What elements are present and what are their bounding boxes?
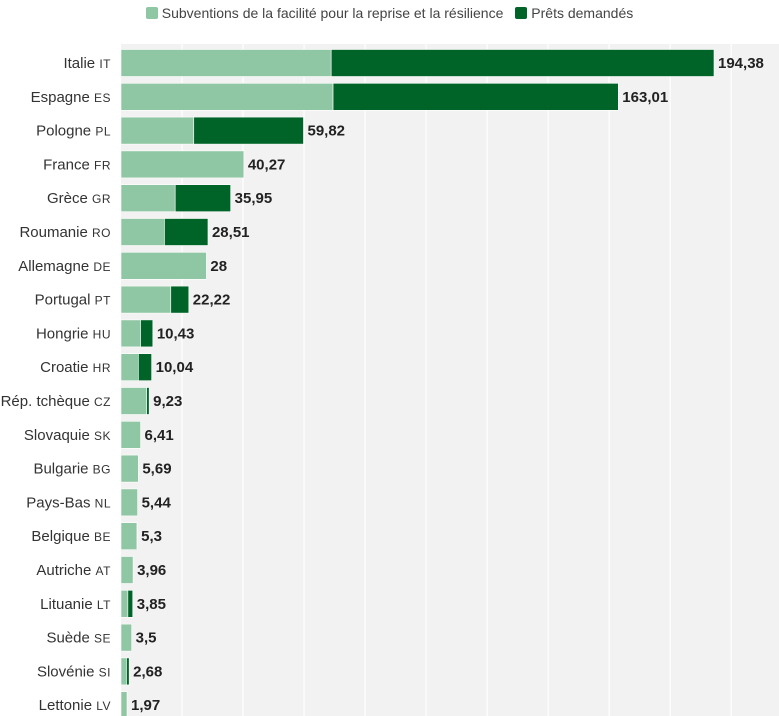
total-label: 5,69	[142, 461, 171, 478]
total-label: 3,96	[137, 562, 166, 579]
total-label: 22,22	[193, 292, 231, 309]
bar-lt-prets	[127, 589, 134, 618]
category-label: Espagne ES	[31, 89, 111, 106]
bar-it-prets	[330, 49, 715, 77]
legend-swatch-subventions	[145, 7, 158, 20]
total-label: 3,85	[137, 596, 166, 613]
category-label: Autriche AT	[36, 562, 111, 579]
bar-nl-subventions	[120, 488, 138, 517]
category-label: Suède SE	[46, 630, 111, 647]
bar-hu-prets	[140, 319, 154, 348]
bar-si-prets	[126, 657, 130, 686]
bar-cz-subventions	[120, 387, 147, 415]
bar-hr-prets	[138, 353, 152, 382]
category-label: Hongrie HU	[36, 325, 111, 342]
total-label: 10,43	[157, 325, 195, 342]
bar-sk-subventions	[120, 420, 141, 449]
category-label: Portugal PT	[35, 292, 112, 309]
bar-cz-prets	[146, 387, 150, 415]
category-label: Allemagne DE	[18, 258, 111, 275]
legend-label-subventions: Subventions de la facilité pour la repri…	[161, 5, 504, 22]
total-label: 9,23	[153, 393, 182, 410]
total-label: 40,27	[248, 156, 286, 173]
bar-bg-subventions	[120, 454, 139, 483]
total-label: 35,95	[235, 190, 273, 207]
total-label: 28	[210, 258, 227, 275]
total-label: 6,41	[145, 427, 174, 444]
bar-se-subventions	[120, 623, 132, 652]
category-label: Belgique BE	[31, 528, 111, 545]
category-label: Slovénie SI	[37, 663, 111, 680]
total-label: 1,97	[131, 697, 160, 714]
bar-be-subventions	[120, 522, 137, 551]
bar-pt-prets	[170, 285, 190, 314]
category-label: France FR	[43, 156, 111, 173]
total-label: 163,01	[622, 89, 668, 106]
legend-swatch-prets	[515, 7, 528, 20]
category-label: Slovaquie SK	[24, 427, 111, 444]
bar-gr-prets	[174, 184, 231, 212]
bar-es-subventions	[120, 83, 334, 111]
category-label: Grèce GR	[47, 190, 111, 207]
bar-gr-subventions	[120, 184, 176, 212]
total-label: 5,44	[142, 494, 172, 511]
legend-item-prets[interactable]: Prêts demandés	[515, 5, 633, 21]
total-label: 3,5	[136, 630, 157, 647]
legend: Subventions de la facilité pour la repri…	[0, 4, 779, 21]
total-label: 5,3	[141, 528, 162, 545]
total-label: 10,04	[156, 359, 194, 376]
bar-de-subventions	[120, 252, 207, 280]
category-label: Lettonie LV	[39, 697, 111, 714]
bar-at-subventions	[120, 556, 134, 584]
legend-item-subventions[interactable]: Subventions de la facilité pour la repri…	[145, 5, 504, 22]
total-label: 194,38	[718, 55, 764, 72]
bar-ro-subventions	[120, 218, 165, 246]
bar-pl-prets	[193, 116, 304, 145]
bar-pl-subventions	[120, 116, 195, 145]
plot-background	[121, 44, 779, 716]
total-label: 59,82	[307, 123, 345, 140]
total-label: 28,51	[212, 224, 250, 241]
bar-es-prets	[332, 83, 619, 111]
bar-hu-subventions	[120, 319, 141, 348]
bar-lt-subventions	[120, 589, 129, 618]
category-label: Pays-Bas NL	[26, 494, 111, 511]
category-label: Bulgarie BG	[33, 461, 111, 478]
bar-it-subventions	[120, 49, 332, 77]
category-label: Pologne PL	[36, 123, 111, 140]
legend-label-prets: Prêts demandés	[531, 5, 634, 22]
bar-fr-subventions	[120, 150, 245, 179]
category-label: Croatie HR	[40, 359, 111, 376]
category-label: Rép. tchèque CZ	[1, 393, 111, 410]
total-label: 2,68	[133, 663, 162, 680]
bar-be-prets	[136, 522, 138, 551]
category-label: Lituanie LT	[40, 596, 111, 613]
bar-lv-subventions	[120, 691, 128, 716]
bar-pt-subventions	[120, 285, 172, 314]
category-label: Roumanie RO	[19, 224, 111, 241]
bar-hr-subventions	[120, 353, 139, 382]
bar-si-subventions	[120, 657, 127, 686]
category-label: Italie IT	[63, 55, 111, 72]
bar-ro-prets	[164, 218, 209, 246]
